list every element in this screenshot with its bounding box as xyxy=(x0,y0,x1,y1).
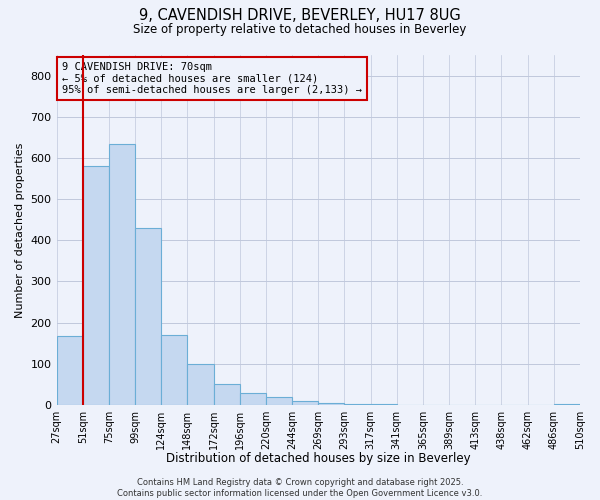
Text: Contains HM Land Registry data © Crown copyright and database right 2025.
Contai: Contains HM Land Registry data © Crown c… xyxy=(118,478,482,498)
Bar xyxy=(161,335,187,405)
Bar xyxy=(344,404,371,405)
X-axis label: Distribution of detached houses by size in Beverley: Distribution of detached houses by size … xyxy=(166,452,470,465)
Bar xyxy=(214,384,240,405)
Text: Size of property relative to detached houses in Beverley: Size of property relative to detached ho… xyxy=(133,22,467,36)
Bar xyxy=(135,228,161,405)
Bar xyxy=(240,392,266,405)
Bar xyxy=(187,364,214,405)
Bar xyxy=(56,336,83,405)
Bar xyxy=(83,166,109,405)
Bar xyxy=(292,401,318,405)
Bar xyxy=(266,397,292,405)
Text: 9, CAVENDISH DRIVE, BEVERLEY, HU17 8UG: 9, CAVENDISH DRIVE, BEVERLEY, HU17 8UG xyxy=(139,8,461,22)
Bar xyxy=(318,403,344,405)
Y-axis label: Number of detached properties: Number of detached properties xyxy=(15,142,25,318)
Bar xyxy=(371,404,397,405)
Bar xyxy=(109,144,135,405)
Bar xyxy=(554,404,580,405)
Text: 9 CAVENDISH DRIVE: 70sqm
← 5% of detached houses are smaller (124)
95% of semi-d: 9 CAVENDISH DRIVE: 70sqm ← 5% of detache… xyxy=(62,62,362,95)
